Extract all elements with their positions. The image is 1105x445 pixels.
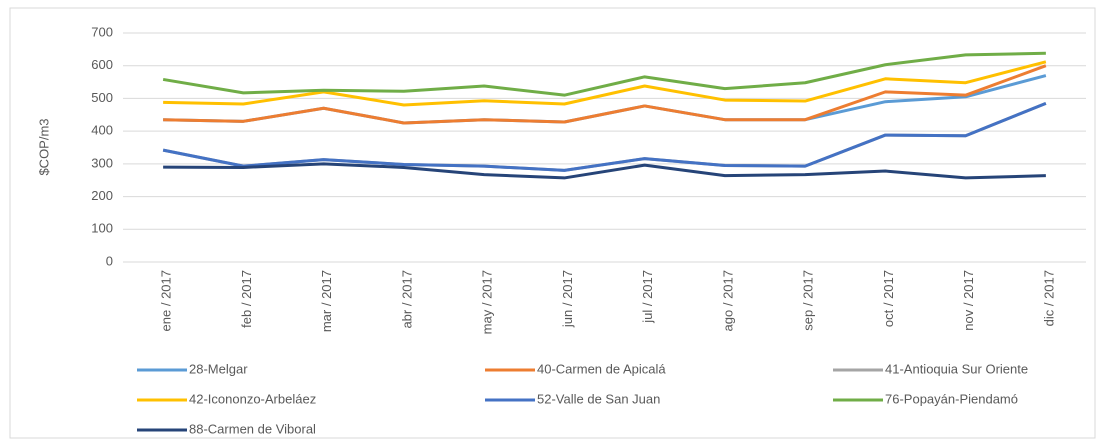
series-line	[163, 60, 1047, 107]
x-tick-label: mar / 2017	[319, 270, 334, 332]
legend-label: 40-Carmen de Apicalá	[537, 361, 666, 376]
y-axis-title: $COP/m3	[36, 118, 51, 175]
x-tick-label: nov / 2017	[961, 270, 976, 331]
y-tick-label: 300	[91, 155, 113, 170]
legend-label: 88-Carmen de Viboral	[189, 421, 316, 436]
x-tick-label: sep / 2017	[801, 270, 816, 331]
legend-label: 52-Valle de San Juan	[537, 391, 660, 406]
x-tick-label: ene / 2017	[159, 270, 174, 331]
x-tick-label: abr / 2017	[399, 270, 414, 329]
x-tick-label: oct / 2017	[881, 270, 896, 327]
legend-label: 42-Icononzo-Arbeláez	[189, 391, 316, 406]
legend-label: 41-Antioquia Sur Oriente	[885, 361, 1028, 376]
series-line	[162, 101, 1047, 172]
x-tick-label: dic / 2017	[1041, 270, 1056, 326]
x-tick-label: jul / 2017	[640, 270, 655, 324]
y-tick-label: 400	[91, 123, 113, 138]
y-tick-label: 600	[91, 57, 113, 72]
series-line	[162, 51, 1046, 97]
legend-label: 28-Melgar	[189, 361, 248, 376]
legend-label: 76-Popayán-Piendamó	[885, 391, 1018, 406]
x-tick-label: ago / 2017	[720, 270, 735, 331]
y-tick-label: 100	[91, 221, 113, 236]
series-line	[163, 162, 1046, 180]
y-tick-label: 700	[91, 24, 113, 39]
y-tick-label: 200	[91, 188, 113, 203]
x-tick-label: jun / 2017	[560, 270, 575, 328]
x-tick-label: feb / 2017	[239, 270, 254, 328]
series-line	[163, 64, 1047, 125]
y-tick-label: 0	[106, 253, 113, 268]
x-tick-label: may / 2017	[480, 270, 495, 334]
y-tick-label: 500	[91, 90, 113, 105]
